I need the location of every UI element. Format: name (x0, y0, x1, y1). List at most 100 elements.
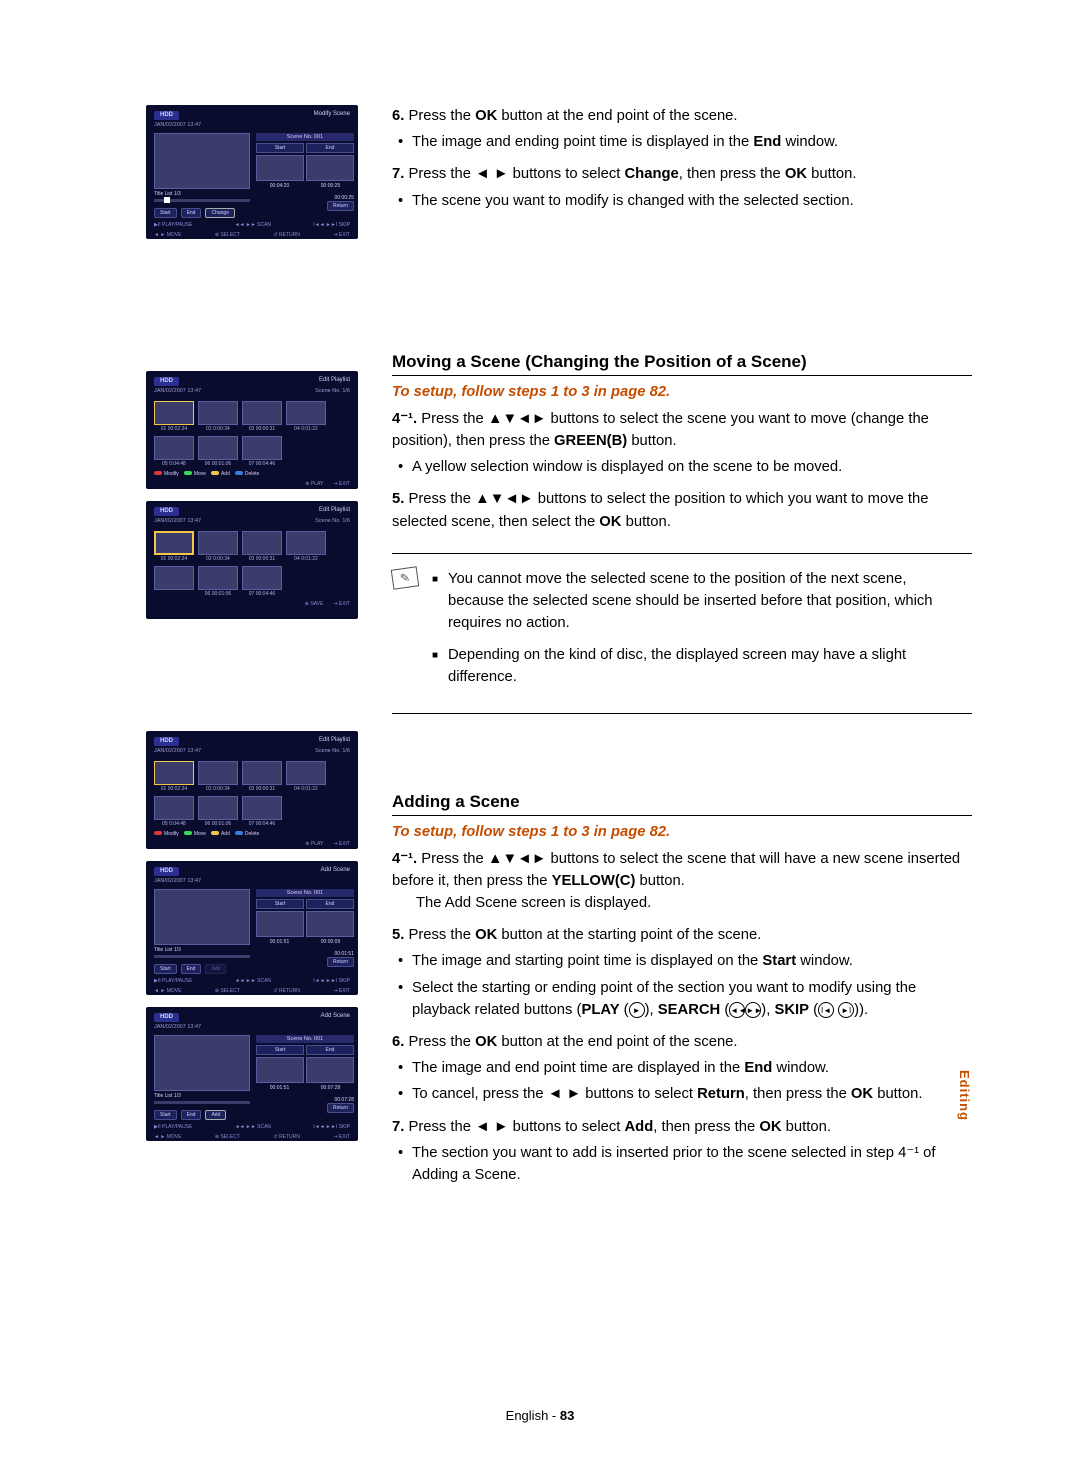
end-thumb (306, 155, 354, 181)
scene-thumb[interactable] (198, 531, 238, 555)
end-button[interactable]: End (181, 964, 202, 974)
hdd-badge: HDD (154, 377, 179, 386)
scene-thumb[interactable] (242, 761, 282, 785)
panel-modify-scene: HDD Modify Scene JAN/02/2007 13:47 Title… (146, 105, 358, 239)
legend-modify: Modify (154, 831, 179, 837)
scene-count: Scene No. 1/6 (315, 748, 350, 755)
play-icon: ► (629, 1002, 645, 1018)
footer-play: ⊕ PLAY (305, 841, 323, 847)
footer-scan: ◄◄ ►► SCAN (235, 222, 271, 228)
scene-thumb[interactable] (198, 566, 238, 590)
top-steps: 6. Press the OK button at the end point … (392, 105, 972, 212)
footer-scan: ◄◄ ►► SCAN (235, 1124, 271, 1130)
arrow-icon: ▲▼◄► (488, 851, 547, 867)
start-label: Start (256, 143, 304, 153)
panel-edit-playlist-1: HDD Edit Playlist JAN/02/2007 13:47 Scen… (146, 371, 358, 489)
hdd-badge: HDD (154, 867, 179, 876)
panel-edit-playlist-2: HDD Edit Playlist JAN/02/2007 13:47 Scen… (146, 501, 358, 619)
scene-thumb[interactable] (286, 401, 326, 425)
scene-thumb[interactable] (198, 401, 238, 425)
scene-thumb[interactable] (154, 436, 194, 460)
footer-move: ◄ ► MOVE (154, 1134, 181, 1140)
panel-date: JAN/02/2007 13:47 (154, 388, 201, 395)
return-button[interactable]: Return (327, 201, 354, 211)
preview-thumb (154, 889, 250, 945)
scene-count: Scene No. 1/6 (315, 518, 350, 525)
return-button[interactable]: Return (327, 957, 354, 967)
footer-select: ⊕ SELECT (215, 988, 240, 994)
hdd-badge: HDD (154, 1013, 179, 1022)
footer-move: ◄ ► MOVE (154, 232, 181, 238)
end-button[interactable]: End (181, 1110, 202, 1120)
panel-edit-playlist-3: HDD Edit Playlist JAN/02/2007 13:47 Scen… (146, 731, 358, 849)
scene-thumb[interactable] (242, 531, 282, 555)
step-7: 7. Press the ◄ ► buttons to select Chang… (392, 163, 972, 211)
start-thumb (256, 155, 304, 181)
footer-select: ⊕ SELECT (215, 1134, 240, 1140)
legend-move: Move (184, 471, 206, 477)
footer-exit: ⇥ EXIT (333, 1134, 350, 1140)
add-button[interactable]: Add (205, 1110, 226, 1120)
legend-delete: Delete (235, 471, 259, 477)
scene-thumb[interactable] (286, 761, 326, 785)
footer-exit: ⇥ EXIT (333, 841, 350, 847)
scene-thumb[interactable] (154, 796, 194, 820)
panel-date: JAN/02/2007 13:47 (154, 748, 201, 755)
setup-line: To setup, follow steps 1 to 3 in page 82… (392, 384, 972, 400)
preview-thumb (154, 1035, 250, 1091)
panel-add-scene-2: HDD Add Scene JAN/02/2007 13:47 Title Li… (146, 1007, 358, 1141)
panel-badge: Edit Playlist (319, 507, 350, 516)
scene-thumb[interactable] (198, 761, 238, 785)
scene-thumb[interactable] (242, 401, 282, 425)
footer-exit: ⇥ EXIT (333, 601, 350, 607)
adding-step-5: 5. Press the OK button at the starting p… (392, 924, 972, 1021)
return-button[interactable]: Return (327, 1103, 354, 1113)
ffwd-icon: ►► (745, 1002, 761, 1018)
footer-return: ↺ RETURN (273, 232, 299, 238)
scene-thumb[interactable] (242, 796, 282, 820)
scene-thumb[interactable] (286, 531, 326, 555)
timecode-end: 00:00:25 (307, 183, 354, 189)
start-thumb (256, 911, 304, 937)
scene-thumb[interactable] (242, 566, 282, 590)
adding-step-6-bullet-1: The image and end point time are display… (412, 1057, 972, 1079)
footer-scan: ◄◄ ►► SCAN (235, 978, 271, 984)
start-button[interactable]: Start (154, 1110, 177, 1120)
legend-modify: Modify (154, 471, 179, 477)
scene-thumb[interactable] (198, 796, 238, 820)
right-column: 6. Press the OK button at the end point … (392, 105, 972, 1196)
legend-delete: Delete (235, 831, 259, 837)
arrow-icon: ◄ ► (548, 1086, 581, 1102)
scene-thumb[interactable] (154, 761, 194, 785)
panel-date: JAN/02/2007 13:47 (154, 122, 350, 129)
panel-badge: Add Scene (321, 1013, 350, 1022)
titlelist-label: Title List 1/3 (154, 1093, 250, 1099)
adding-step-5-bullet-2: Select the starting or ending point of t… (412, 977, 972, 1021)
scene-thumb[interactable] (154, 401, 194, 425)
note-box: ✎ You cannot move the selected scene to … (392, 553, 972, 714)
footer-skip: I◄◄ ►►I SKIP (313, 978, 350, 984)
scene-thumb[interactable] (198, 436, 238, 460)
end-button[interactable]: End (181, 208, 202, 218)
progress-bar (154, 955, 250, 958)
footer-playpause: ▶II PLAY/PAUSE (154, 1124, 192, 1130)
footer-return: ↺ RETURN (273, 988, 299, 994)
change-button[interactable]: Change (205, 208, 235, 218)
footer-skip: I◄◄ ►►I SKIP (313, 1124, 350, 1130)
rewind-icon: ◄◄ (729, 1002, 745, 1018)
progress-bar (154, 199, 250, 202)
left-column: HDD Modify Scene JAN/02/2007 13:47 Title… (146, 105, 358, 1196)
scene-grid: 01 00:02:24 02 0:00:34 03 00:00:31 04 0:… (154, 761, 350, 827)
moving-step-4-1: 4⁻¹. Press the ▲▼◄► buttons to select th… (392, 408, 972, 479)
moving-steps: 4⁻¹. Press the ▲▼◄► buttons to select th… (392, 408, 972, 533)
footer-move: ◄ ► MOVE (154, 988, 181, 994)
start-button[interactable]: Start (154, 208, 177, 218)
scene-thumb[interactable] (242, 436, 282, 460)
start-thumb (256, 1057, 304, 1083)
scene-thumb-selected[interactable] (154, 531, 194, 555)
note-1: You cannot move the selected scene to th… (432, 568, 964, 635)
start-button[interactable]: Start (154, 964, 177, 974)
scene-no: Scene No. 001 (256, 133, 354, 142)
footer-exit: ⇥ EXIT (333, 988, 350, 994)
scene-thumb[interactable] (154, 566, 194, 590)
